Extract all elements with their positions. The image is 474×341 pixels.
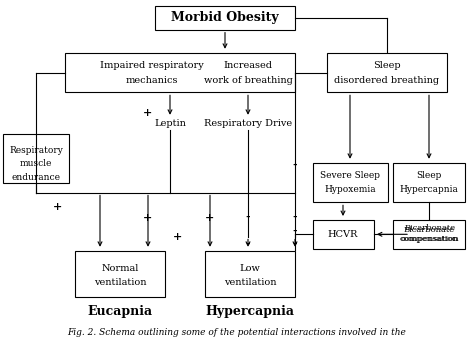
Text: Eucapnia: Eucapnia — [87, 305, 153, 318]
Text: endurance: endurance — [11, 173, 61, 182]
Text: Severe Sleep: Severe Sleep — [320, 172, 380, 180]
Bar — [393, 220, 465, 249]
Text: +: + — [143, 212, 153, 223]
Text: +: + — [143, 107, 153, 118]
Text: -: - — [292, 225, 297, 237]
Bar — [3, 134, 69, 182]
Text: Sleep: Sleep — [373, 61, 401, 71]
Text: Fig. 2. Schema outlining some of the potential interactions involved in the: Fig. 2. Schema outlining some of the pot… — [68, 328, 406, 337]
Bar — [75, 251, 165, 297]
Text: disordered breathing: disordered breathing — [335, 76, 439, 85]
Text: -: - — [246, 239, 250, 250]
Text: -: - — [292, 212, 297, 223]
Text: Impaired respiratory: Impaired respiratory — [100, 61, 204, 71]
Text: Bicarbonate: Bicarbonate — [404, 224, 456, 232]
Text: Increased: Increased — [224, 61, 273, 71]
Text: ventilation: ventilation — [94, 278, 146, 287]
Text: Hypercapnia: Hypercapnia — [400, 185, 458, 194]
Text: work of breathing: work of breathing — [203, 76, 292, 85]
Text: +: + — [54, 201, 63, 212]
Bar — [393, 163, 465, 203]
Bar — [205, 251, 295, 297]
Text: -: - — [292, 160, 297, 170]
Text: compensation: compensation — [401, 235, 459, 243]
Bar — [313, 163, 388, 203]
Text: ventilation: ventilation — [224, 278, 276, 287]
Text: +: + — [205, 212, 215, 223]
Text: +: + — [173, 231, 182, 242]
Text: Morbid Obesity: Morbid Obesity — [171, 11, 279, 24]
Bar — [313, 220, 374, 249]
Text: mechanics: mechanics — [126, 76, 178, 85]
Text: -: - — [292, 239, 297, 250]
Text: Low: Low — [239, 264, 260, 273]
Text: Respiratory: Respiratory — [9, 146, 63, 155]
Text: Respiratory Drive: Respiratory Drive — [204, 119, 292, 128]
Text: Leptin: Leptin — [154, 119, 186, 128]
Bar — [65, 53, 295, 92]
Text: Bicarbonate
compensation: Bicarbonate compensation — [400, 226, 458, 243]
Text: muscle: muscle — [20, 159, 52, 168]
Text: Normal: Normal — [101, 264, 139, 273]
Text: Hypoxemia: Hypoxemia — [324, 185, 376, 194]
Bar — [327, 53, 447, 92]
Text: Sleep: Sleep — [416, 172, 442, 180]
Text: Hypercapnia: Hypercapnia — [206, 305, 294, 318]
Bar — [155, 5, 295, 30]
Text: HCVR: HCVR — [328, 230, 358, 239]
Text: -: - — [246, 212, 250, 223]
